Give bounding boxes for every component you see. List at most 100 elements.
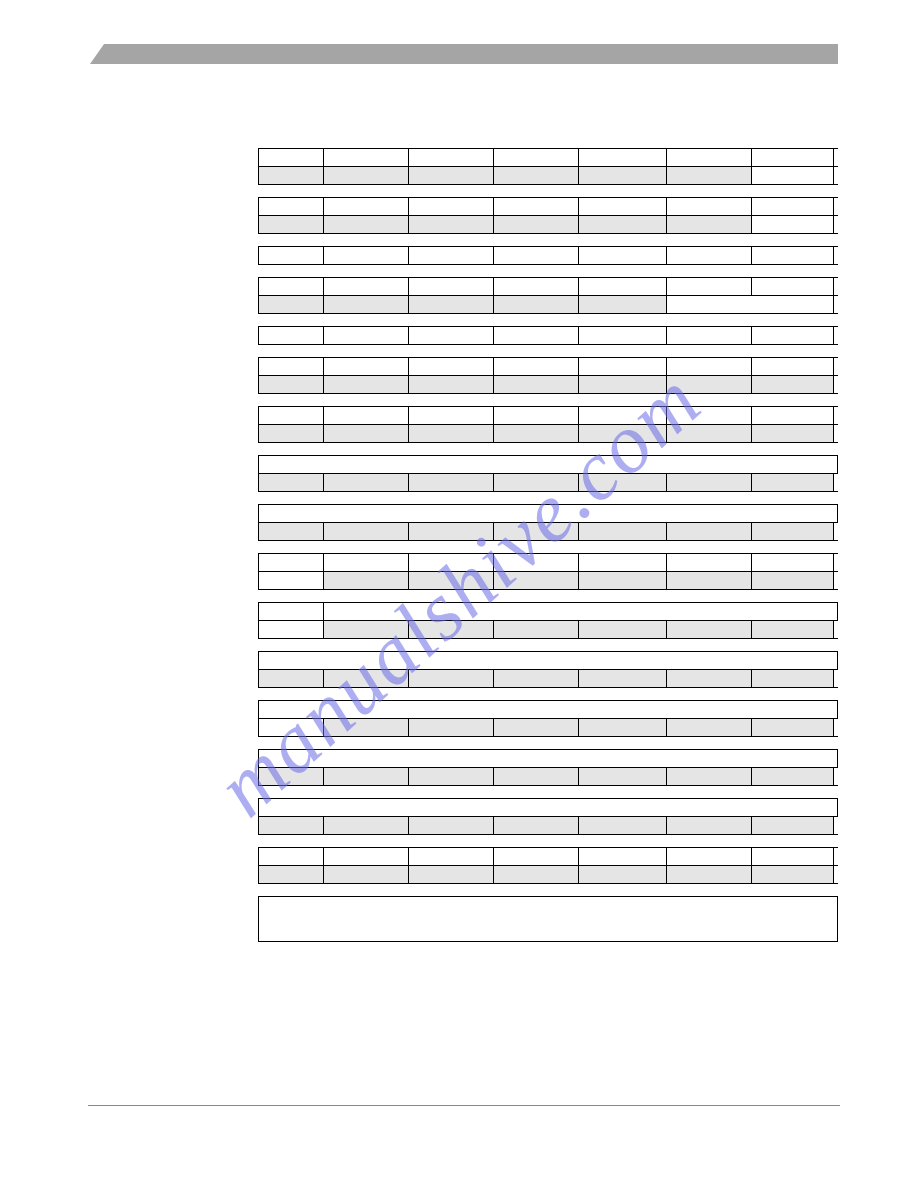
table-cell [752,572,834,589]
table-cell [324,523,409,540]
table-cell [667,719,752,736]
table-cell [259,407,324,424]
table-cell [259,652,838,669]
table-cell [324,572,409,589]
table-cell [409,296,494,313]
table-cell [324,474,409,491]
table-cell [259,866,324,883]
table-cell [752,216,834,233]
table-cell [667,296,834,313]
table-cell [752,198,834,215]
table-cell [324,278,409,295]
table-cell [409,523,494,540]
table-cell [667,474,752,491]
table-cell [579,327,667,344]
table-cell [409,358,494,375]
table-cell [752,358,834,375]
table-cell [579,376,667,393]
table-row [258,847,838,865]
table-cell [409,621,494,638]
table-row [258,295,838,314]
table-cell [259,768,324,785]
table-cell [259,701,838,718]
table-cell [259,327,324,344]
table-cell [324,407,409,424]
table-row [258,197,838,215]
footnote-box [258,896,838,942]
table-cell [579,866,667,883]
table-cell [667,278,752,295]
table-row [258,816,838,835]
table-cell [494,768,579,785]
table-cell [259,278,324,295]
table-cell [409,327,494,344]
table-cell [667,866,752,883]
table-cell [494,407,579,424]
table-cell [409,768,494,785]
table-cell [752,866,834,883]
table-cell [259,670,324,687]
table-cell [667,572,752,589]
table-row [258,215,838,234]
table-cell [667,149,752,166]
table-cell [324,621,409,638]
table-cell [324,425,409,442]
table-cell [324,866,409,883]
table-cell [579,149,667,166]
specification-table [258,148,838,942]
table-cell [494,296,579,313]
table-cell [579,198,667,215]
table-cell [579,719,667,736]
table-row [258,166,838,185]
table-cell [324,167,409,184]
footer-rule [88,1105,840,1106]
table-cell [259,216,324,233]
table-cell [579,278,667,295]
table-cell [409,149,494,166]
table-cell [667,817,752,834]
table-cell [752,523,834,540]
table-cell [667,216,752,233]
table-cell [324,327,409,344]
table-cell [752,621,834,638]
table-cell [667,198,752,215]
table-cell [324,603,838,620]
table-row [258,571,838,590]
table-cell [494,848,579,865]
table-cell [667,523,752,540]
table-cell [579,670,667,687]
table-row [258,246,838,265]
table-cell [752,425,834,442]
table-cell [409,554,494,571]
table-cell [752,149,834,166]
table-row [258,455,838,473]
table-cell [409,425,494,442]
table-cell [752,474,834,491]
table-row [258,749,838,767]
table-cell [259,554,324,571]
table-cell [752,719,834,736]
table-cell [324,198,409,215]
table-cell [494,198,579,215]
table-row [258,473,838,492]
table-cell [494,327,579,344]
table-cell [409,817,494,834]
table-cell [324,670,409,687]
table-cell [667,554,752,571]
table-cell [494,358,579,375]
table-cell [409,167,494,184]
table-cell [409,572,494,589]
table-cell [259,474,324,491]
table-cell [494,167,579,184]
table-cell [324,149,409,166]
table-cell [409,247,494,264]
table-cell [752,554,834,571]
table-cell [752,768,834,785]
table-cell [579,167,667,184]
table-cell [409,670,494,687]
table-cell [324,719,409,736]
table-cell [409,198,494,215]
table-row [258,522,838,541]
table-cell [579,848,667,865]
table-row [258,406,838,424]
